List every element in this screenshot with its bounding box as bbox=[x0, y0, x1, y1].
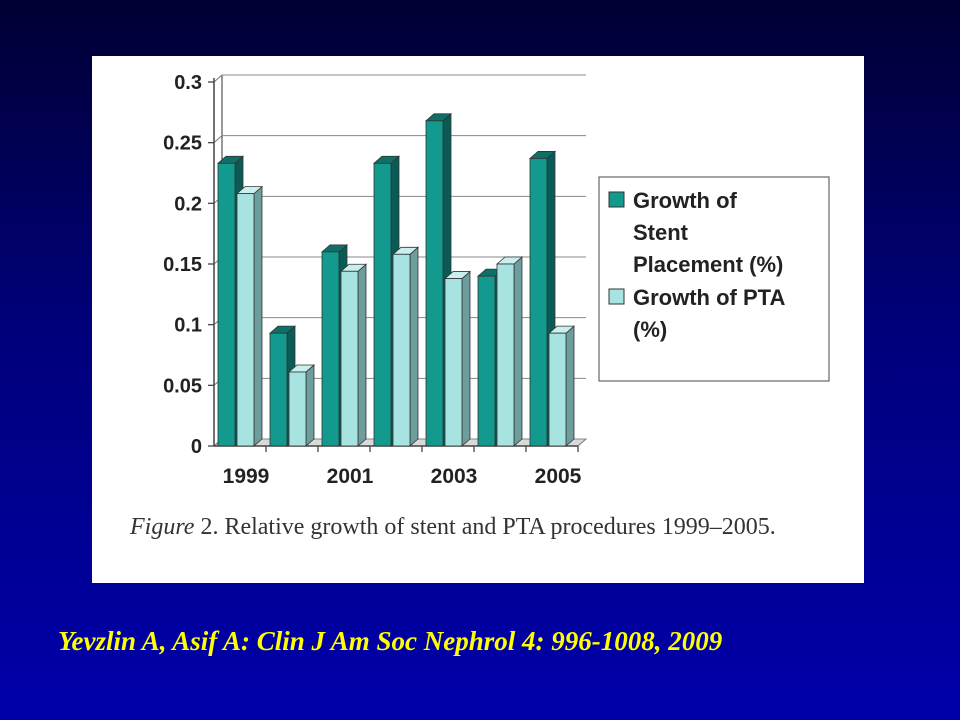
legend-label: Growth of bbox=[633, 188, 738, 213]
legend-label: Placement (%) bbox=[633, 252, 783, 277]
bar-side bbox=[461, 270, 471, 447]
bar-pta-2004 bbox=[495, 256, 524, 447]
bar-side bbox=[565, 325, 575, 447]
bar-front bbox=[288, 371, 307, 447]
figure-panel: 0 0.05 0.1 0.15 0.2 0.25 0.3 1999 2001 2003 2005 Gr… bbox=[92, 56, 864, 583]
bar-pta-2005 bbox=[547, 325, 576, 447]
bar-side bbox=[357, 263, 367, 447]
bar-front bbox=[477, 275, 496, 447]
legend-label: Stent bbox=[633, 220, 689, 245]
bar-side bbox=[513, 256, 523, 447]
legend-label: Growth of PTA bbox=[633, 285, 785, 310]
y-tick-label: 0.15 bbox=[163, 254, 202, 276]
bar-front bbox=[392, 253, 411, 447]
bar-pta-2000 bbox=[287, 364, 316, 447]
bar-front bbox=[236, 193, 255, 447]
bar-chart: 0 0.05 0.1 0.15 0.2 0.25 0.3 1999 2001 2003 2005 Gr… bbox=[163, 72, 830, 488]
caption-figure-label: Figure bbox=[130, 514, 195, 540]
gridline-diag bbox=[213, 74, 223, 83]
y-tick-label: 0.05 bbox=[163, 375, 202, 397]
bar-side bbox=[253, 185, 263, 447]
bar-front bbox=[373, 162, 392, 447]
y-tick-label: 0.25 bbox=[163, 133, 202, 155]
y-tick-label: 0.2 bbox=[174, 193, 202, 215]
bar-front bbox=[529, 158, 548, 447]
y-tick-label: 0 bbox=[191, 436, 202, 458]
x-tick-label: 1999 bbox=[223, 465, 270, 488]
figure-caption: Figure 2. Relative growth of stent and P… bbox=[130, 514, 848, 541]
y-tick-label: 0.1 bbox=[174, 315, 202, 337]
bar-pta-2003 bbox=[443, 270, 472, 447]
bar-front bbox=[444, 278, 463, 447]
caption-text: 2. Relative growth of stent and PTA proc… bbox=[194, 514, 776, 540]
gridline-diag bbox=[213, 135, 223, 144]
bar-front bbox=[425, 120, 444, 447]
bar-pta-2001 bbox=[339, 263, 368, 447]
legend-box bbox=[598, 176, 830, 382]
bar-side bbox=[409, 246, 419, 447]
bar-front bbox=[496, 263, 515, 447]
bar-front bbox=[217, 162, 236, 447]
legend-swatch bbox=[608, 288, 625, 305]
bar-front bbox=[321, 251, 340, 447]
bar-front bbox=[548, 332, 567, 447]
x-tick-label: 2001 bbox=[327, 465, 374, 488]
bar-front bbox=[269, 332, 288, 447]
bar-pta-2002 bbox=[391, 246, 420, 447]
bar-pta-1999 bbox=[235, 185, 264, 447]
bar-front bbox=[340, 270, 359, 447]
legend-swatch bbox=[608, 191, 625, 208]
x-tick-label: 2005 bbox=[535, 465, 582, 488]
bar-side bbox=[305, 364, 315, 447]
x-tick-label: 2003 bbox=[431, 465, 478, 488]
y-tick-label: 0.3 bbox=[174, 72, 202, 94]
legend-label: (%) bbox=[633, 317, 667, 342]
citation: Yevzlin A, Asif A: Clin J Am Soc Nephrol… bbox=[58, 626, 723, 656]
